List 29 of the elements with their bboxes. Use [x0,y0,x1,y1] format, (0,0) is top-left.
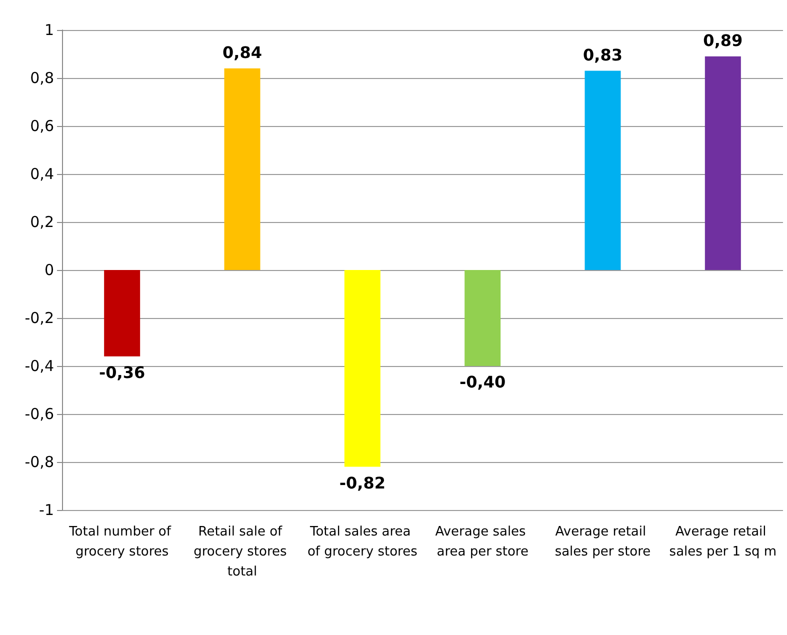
bar [224,68,260,270]
x-tick-label: Average sales area per store [435,524,530,560]
y-tick-label: -1 [39,501,54,519]
bar [584,70,621,270]
bar [704,56,741,270]
x-tick-label: Average retail sales per store [554,524,651,560]
data-label: 0,84 [222,42,262,62]
data-label: -0,36 [99,362,146,382]
bar [344,270,380,467]
y-tick-label: -0,8 [24,453,54,471]
y-tick-label: -0,2 [24,309,54,327]
y-tick-label: -0,4 [24,357,54,375]
y-tick-label: -0,6 [24,405,54,423]
x-tick-label: Average retail sales per 1 sq m [669,524,777,560]
data-label: 0,83 [583,45,622,64]
y-tick-label: 0,2 [30,213,54,231]
y-tick-label: 0 [44,261,54,279]
x-tick-label: Total sales area of grocery stores [307,524,418,560]
data-label: -0,82 [339,473,386,492]
y-tick-label: 0,4 [30,165,54,183]
data-label: 0,89 [703,30,743,50]
data-label: -0,40 [460,372,506,392]
y-tick-label: 0,8 [30,69,54,87]
y-tick-label: 1 [44,21,54,39]
bar [464,270,501,366]
x-tick-label: Retail sale of grocery stores total [194,524,291,580]
y-tick-label: 0,6 [30,117,54,135]
x-tick-label: Total number of grocery stores [68,524,176,560]
bar [104,270,140,356]
